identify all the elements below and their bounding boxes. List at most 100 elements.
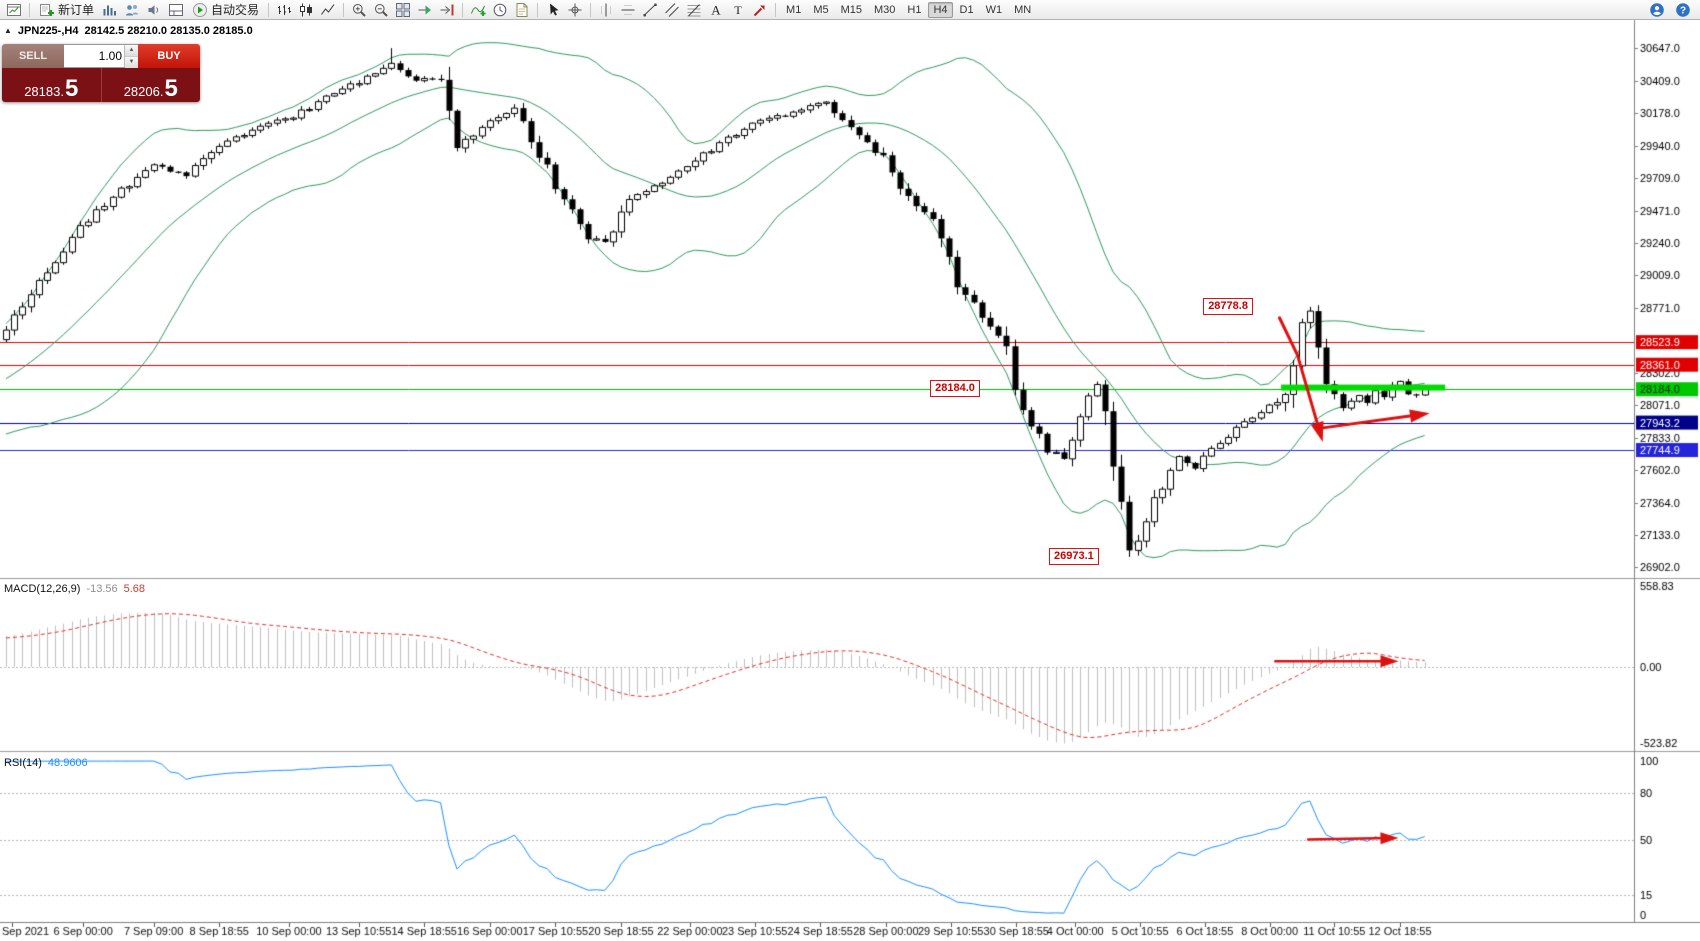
price-annotation-support[interactable]: 28184.0 — [930, 380, 980, 398]
one-click-trading-panel: SELL ▲ ▼ BUY 28183.5 28206.5 — [2, 44, 200, 102]
help-icon[interactable]: ? — [1673, 1, 1693, 19]
text-icon-glyph: A — [711, 2, 721, 17]
buy-price-big-digit: 5 — [164, 75, 178, 102]
timeframe-w1-button[interactable]: W1 — [985, 3, 1003, 16]
svg-text:T: T — [734, 3, 742, 17]
symbol-title: JPN225-,H4 — [17, 25, 79, 37]
cursor-icon-glyph — [550, 3, 559, 15]
fibo-icon-glyph — [687, 3, 701, 16]
sell-button[interactable]: SELL — [2, 44, 64, 68]
svg-text:A: A — [711, 2, 721, 17]
macd-name: MACD(12,26,9) — [4, 583, 81, 595]
terminal-icon-glyph — [169, 3, 184, 16]
buy-button[interactable]: BUY — [138, 44, 200, 68]
volume-input[interactable] — [64, 45, 124, 67]
toolbar-separator — [462, 2, 464, 17]
periods-icon-glyph — [493, 3, 507, 16]
chart-window-icon[interactable] — [4, 1, 24, 19]
toolbar-separator — [343, 2, 345, 17]
vertical-line-icon[interactable] — [596, 1, 616, 19]
alerts-icon[interactable] — [144, 1, 164, 19]
zoomout-icon-glyph — [375, 3, 388, 17]
help-icon-glyph: ? — [1676, 2, 1690, 17]
price-annotation-period-low[interactable]: 26973.1 — [1049, 547, 1099, 565]
volume-increase-button[interactable]: ▲ — [125, 45, 138, 57]
toolbar-separator — [775, 2, 777, 17]
text-tool-icon[interactable]: A — [706, 1, 726, 19]
price-annotation-spike-high[interactable]: 28778.8 — [1203, 297, 1253, 315]
autotrade-button[interactable]: 自动交易 — [188, 1, 263, 19]
candlestick-chart-icon[interactable] — [296, 1, 316, 19]
timeframe-d1-button[interactable]: D1 — [959, 3, 974, 16]
auto-scroll-icon[interactable] — [415, 1, 435, 19]
hline-icon-glyph — [621, 4, 635, 15]
cursor-icon[interactable] — [543, 1, 563, 19]
autotrade-button-label: 自动交易 — [211, 3, 260, 17]
tile-icon-glyph — [396, 2, 411, 17]
trendline-icon[interactable] — [640, 1, 660, 19]
crosshair-icon[interactable] — [565, 1, 585, 19]
oneclick-collapse-icon[interactable]: ▲ — [4, 26, 12, 35]
channel-icon-glyph — [665, 2, 679, 17]
user-icon-glyph — [1650, 2, 1664, 17]
autoscroll-icon-glyph — [418, 5, 432, 14]
timeframe-m5-button[interactable]: M5 — [813, 3, 829, 16]
volume-decrease-button[interactable]: ▼ — [125, 57, 138, 68]
trade-controls-row: SELL ▲ ▼ BUY — [2, 44, 200, 68]
rsi-indicator-label: RSI(14) 48.9606 — [4, 757, 88, 769]
sell-price-big-digit: 5 — [64, 75, 79, 102]
channel-icon[interactable] — [662, 1, 682, 19]
vline-icon-glyph — [601, 3, 612, 16]
zoom-in-icon[interactable] — [349, 1, 369, 19]
templates-icon-glyph — [516, 2, 528, 17]
line-chart-icon[interactable] — [318, 1, 338, 19]
timeframe-mn-button[interactable]: MN — [1014, 3, 1032, 16]
rsi-value: 48.9606 — [47, 757, 88, 769]
timeframe-m30-button[interactable]: M30 — [874, 3, 896, 16]
buy-price-main: 28206. — [123, 84, 164, 99]
horizontal-line-icon[interactable] — [618, 1, 638, 19]
sell-price[interactable]: 28183. 5 — [2, 68, 102, 102]
profiles-icon[interactable] — [122, 1, 142, 19]
shift-icon-glyph — [440, 4, 454, 15]
svg-text:?: ? — [1680, 5, 1686, 16]
label-icon-glyph: T — [734, 3, 742, 17]
volume-spinners: ▲ ▼ — [124, 45, 138, 68]
bars-icon-glyph — [278, 4, 292, 15]
terminal-icon[interactable] — [166, 1, 186, 19]
sell-price-main: 28183. — [24, 84, 64, 99]
templates-icon[interactable] — [512, 1, 532, 19]
new-order-button[interactable]: 新订单 — [35, 1, 98, 19]
arrows-tool-icon[interactable] — [750, 1, 770, 19]
timeframe-h4-button[interactable]: H4 — [928, 1, 953, 18]
timeframe-m15-button[interactable]: M15 — [840, 3, 862, 16]
toolbar-separator — [537, 2, 539, 17]
community-icon[interactable] — [1647, 1, 1667, 19]
bar-chart-icon[interactable] — [274, 1, 294, 19]
chart-shift-icon[interactable] — [437, 1, 457, 19]
chart-add-icon[interactable] — [100, 1, 120, 19]
trade-prices-row: 28183. 5 28206. 5 — [2, 68, 200, 102]
candles-icon-glyph — [300, 3, 313, 16]
new-order-button-label: 新订单 — [58, 3, 95, 17]
profiles-icon-glyph — [126, 4, 139, 15]
label-tool-icon[interactable]: T — [728, 1, 748, 19]
macd-signal-value: 5.68 — [123, 583, 146, 595]
timeframe-m1-button[interactable]: M1 — [786, 3, 802, 16]
tile-windows-icon[interactable] — [393, 1, 413, 19]
neworder-icon-glyph — [40, 3, 54, 16]
periods-icon[interactable] — [490, 1, 510, 19]
timeframe-h1-button[interactable]: H1 — [907, 3, 922, 16]
toolbar-separator — [590, 2, 592, 17]
indicators-icon[interactable] — [468, 1, 488, 19]
toolbar-right-icons: ? — [1646, 1, 1697, 19]
buy-price[interactable]: 28206. 5 — [102, 68, 201, 102]
chartwin-icon-glyph — [7, 3, 21, 16]
symbol-ohlc-values: 28142.5 28210.0 28135.0 28185.0 — [84, 25, 253, 37]
fibonacci-icon[interactable] — [684, 1, 704, 19]
toolbar-left-groups: 新订单 自动交易 A T M1 M5 M15 M30 H1 H4 D1 W1 MN — [3, 1, 1037, 19]
volume-stepper: ▲ ▼ — [64, 44, 138, 68]
sound-icon-glyph — [148, 4, 159, 15]
zoom-out-icon[interactable] — [371, 1, 391, 19]
